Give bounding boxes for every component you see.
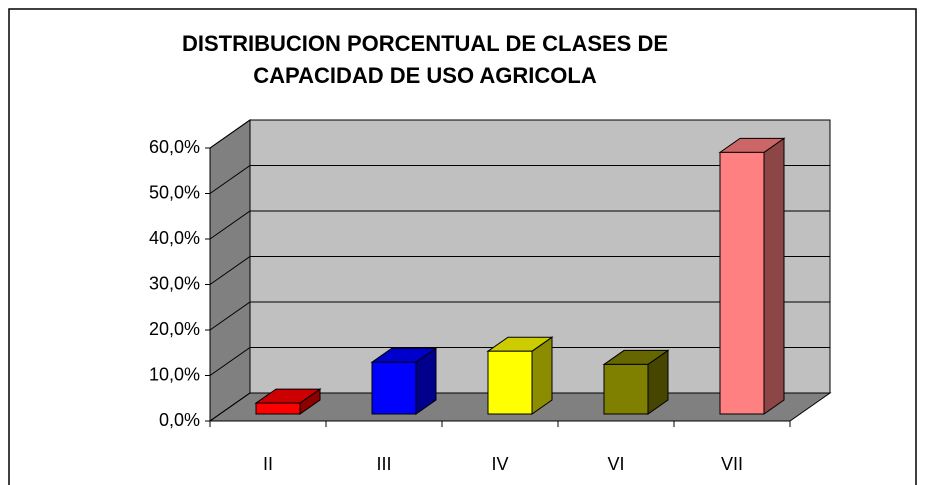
chart-title: DISTRIBUCION PORCENTUAL DE CLASES DE <box>182 31 668 56</box>
bar <box>487 350 533 415</box>
bar <box>255 402 301 415</box>
bar <box>603 363 649 415</box>
bar-side <box>763 137 785 415</box>
grid-line <box>209 347 830 376</box>
x-tick-label: VII <box>721 454 743 474</box>
y-tick-label: 30,0% <box>149 273 200 293</box>
y-tick-label: 20,0% <box>149 319 200 339</box>
y-tick-label: 60,0% <box>149 137 200 157</box>
grid-line <box>209 210 830 240</box>
grid-line <box>209 165 830 194</box>
chart-title: CAPACIDAD DE USO AGRICOLA <box>253 63 597 88</box>
y-tick-label: 0,0% <box>159 410 200 430</box>
y-tick-label: 40,0% <box>149 228 200 248</box>
y-tick-label: 10,0% <box>149 364 200 384</box>
y-tick-label: 50,0% <box>149 182 200 202</box>
bar <box>371 361 417 415</box>
bar <box>719 151 765 415</box>
x-tick-label: III <box>376 454 391 474</box>
x-tick-label: VI <box>607 454 624 474</box>
grid-line <box>209 301 830 331</box>
grid-line <box>209 256 830 285</box>
x-tick-label: IV <box>491 454 508 474</box>
x-tick-label: II <box>263 454 273 474</box>
grid-line <box>209 119 830 149</box>
